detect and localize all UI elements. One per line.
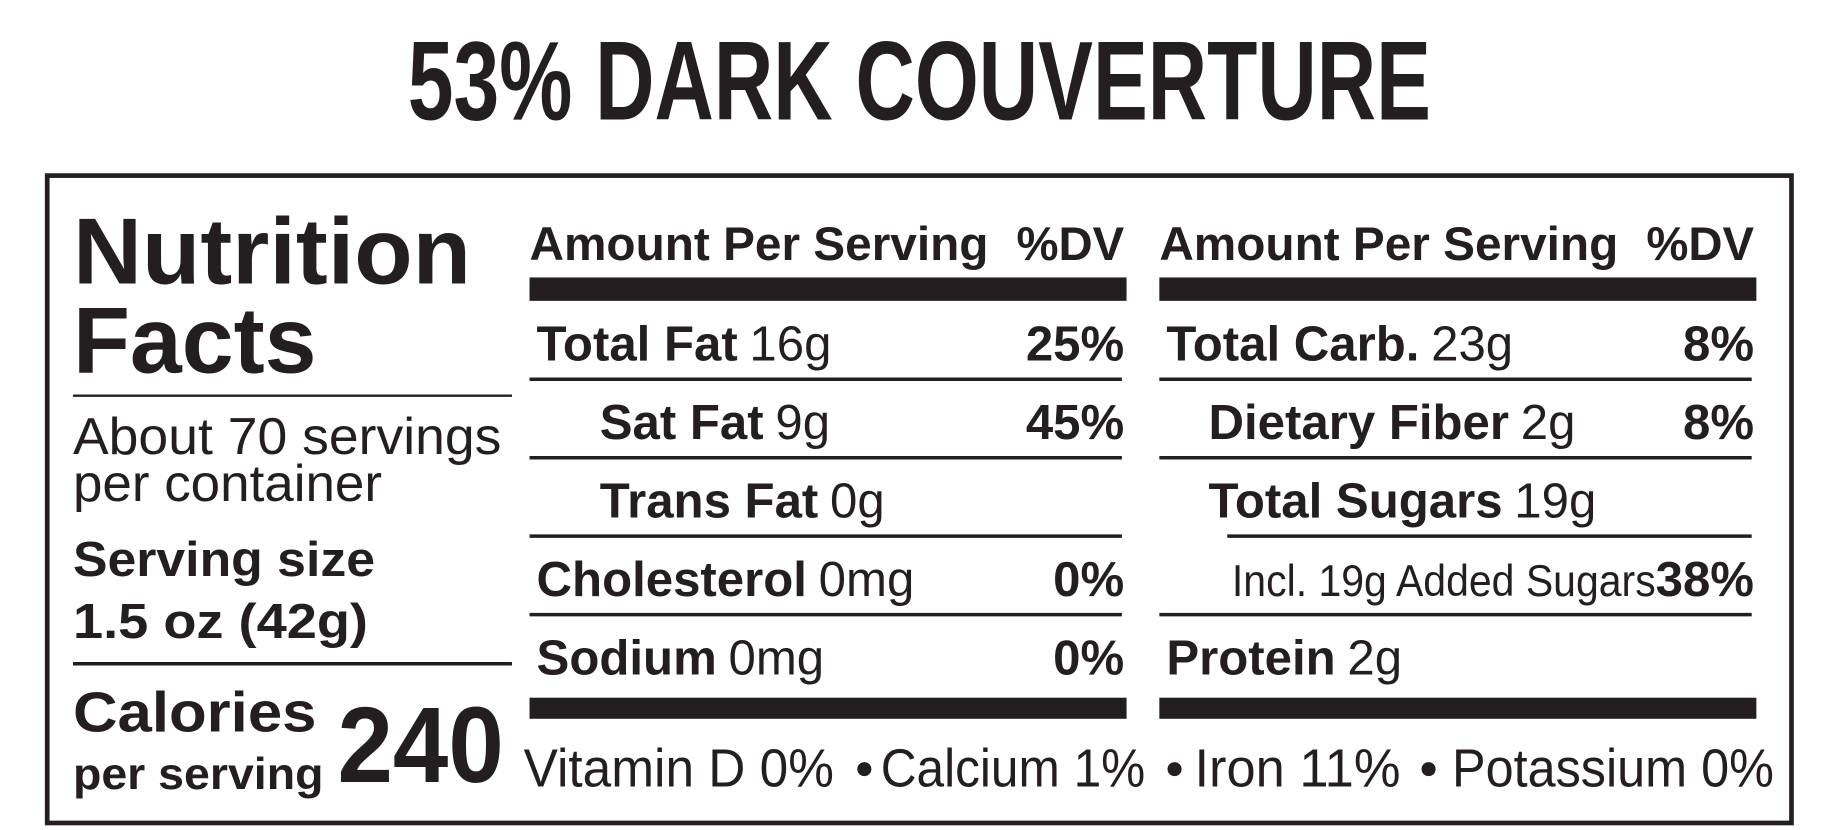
nutrient: Sat Fat 9g — [600, 395, 830, 450]
nutrient-amount: Incl. 19g Added Sugars — [1232, 557, 1656, 606]
daily-value: 0% — [1053, 552, 1124, 607]
nutrient: Total Fat 16g — [537, 317, 832, 372]
nutrient-amount: 2g — [1521, 395, 1576, 450]
nutrient-name: Total Carb. — [1166, 317, 1419, 372]
column-header: %DV — [1017, 218, 1125, 270]
thick-bar — [529, 277, 1127, 301]
calories-label: per serving — [73, 750, 324, 799]
column-header: %DV — [1646, 218, 1754, 270]
nutrient-amount: 0g — [830, 473, 885, 528]
thick-bar — [1159, 277, 1757, 301]
column-header: Amount Per Serving — [1159, 218, 1618, 270]
nutrient-amount: 23g — [1431, 317, 1513, 372]
thick-bar — [1159, 697, 1757, 719]
bullet — [1167, 762, 1182, 777]
nutrient: Total Carb. 23g — [1166, 317, 1513, 372]
nutrient: Trans Fat 0g — [600, 473, 885, 528]
thick-bar — [529, 697, 1127, 719]
daily-value: 45% — [1026, 395, 1124, 450]
nutrient-name: Protein — [1166, 630, 1335, 685]
nutrient-amount: 19g — [1514, 473, 1596, 528]
bullet — [1421, 762, 1436, 777]
nutrient-amount: 0mg — [819, 552, 915, 607]
nutrient-amount: 16g — [749, 317, 831, 372]
nutrient: Protein 2g — [1166, 630, 1402, 685]
nutrient: Dietary Fiber 2g — [1209, 395, 1576, 450]
daily-value: 8% — [1683, 395, 1754, 450]
calories-value: 240 — [338, 685, 504, 805]
heading: Nutrition — [73, 198, 471, 303]
nutrient-amount: 0mg — [728, 630, 824, 685]
title: 53% DARK COUVERTURE — [408, 17, 1431, 143]
daily-value: 25% — [1026, 317, 1124, 372]
daily-value: 0% — [1053, 630, 1124, 685]
footer-nutrient: Iron 11% — [1194, 739, 1400, 799]
nutrient-name: Sodium — [537, 630, 717, 685]
nutrient: Incl. 19g Added Sugars — [1232, 557, 1656, 606]
footer-nutrient: Potassium 0% — [1452, 739, 1774, 799]
daily-value: 8% — [1683, 317, 1754, 372]
nutrient-name: Cholesterol — [537, 552, 807, 607]
nutrient-name: Total Sugars — [1209, 473, 1503, 528]
nutrient-name: Trans Fat — [600, 473, 819, 528]
servings: per container — [73, 454, 382, 512]
calories-label: Calories — [73, 681, 316, 744]
footer-nutrient: Vitamin D 0% — [524, 739, 834, 799]
nutrient: Sodium 0mg — [537, 630, 825, 685]
nutrient-name: Dietary Fiber — [1209, 395, 1510, 450]
footer-nutrient: Calcium 1% — [881, 739, 1146, 799]
bullet — [857, 762, 872, 777]
serving-size: Serving size — [73, 532, 375, 587]
nutrient: Cholesterol 0mg — [537, 552, 915, 607]
nutrient: Total Sugars 19g — [1209, 473, 1597, 528]
heading: Facts — [73, 287, 316, 392]
daily-value: 38% — [1656, 552, 1754, 607]
servings: About 70 servings — [73, 407, 501, 465]
serving-size: 1.5 oz (42g) — [73, 594, 368, 649]
nutrient-amount: 2g — [1347, 630, 1402, 685]
column-header: Amount Per Serving — [530, 218, 989, 270]
nutrient-amount: 9g — [775, 395, 830, 450]
label-border — [44, 173, 1794, 826]
nutrient-name: Sat Fat — [600, 395, 764, 450]
nutrient-name: Total Fat — [537, 317, 738, 372]
